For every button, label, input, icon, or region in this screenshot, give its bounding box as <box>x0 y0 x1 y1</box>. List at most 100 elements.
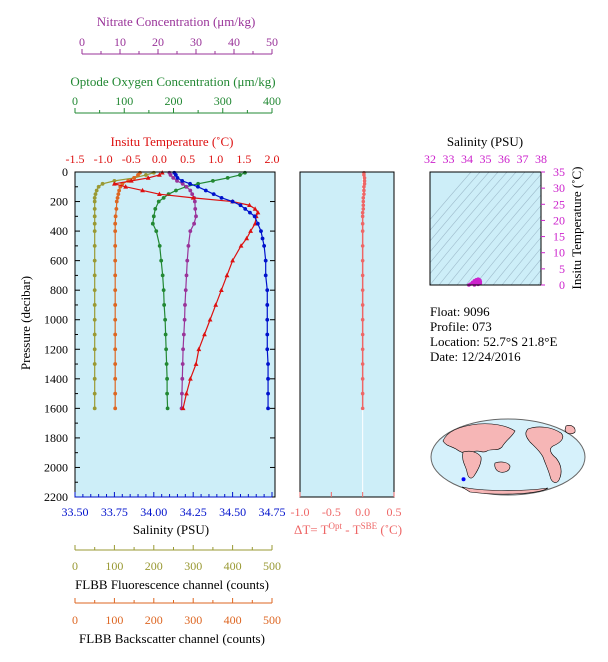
nitrate-point <box>185 258 190 263</box>
pressure-tick-label: 2200 <box>44 490 68 504</box>
ts-diagram-panel: Salinity (PSU) 32 33 34 35 36 37 38 0 5 10 15 20 25… <box>424 134 584 292</box>
salinity-point <box>238 203 243 208</box>
dt-point <box>362 182 367 186</box>
temperature-point <box>255 210 261 215</box>
fluorescence-point <box>92 214 97 219</box>
dt-point <box>362 173 366 177</box>
profile-number: Profile: 073 <box>430 319 492 334</box>
oxygen-tick-label: 0 <box>72 94 78 108</box>
backscatter-point <box>114 199 119 204</box>
temperature-point <box>123 184 129 189</box>
nitrate-point <box>181 332 186 337</box>
dt-point <box>362 184 366 189</box>
backscatter-axis: 0 100 200 300 400 500 FLBB Backscatter channe… <box>72 598 281 646</box>
salinity-point <box>259 229 263 233</box>
oxygen-point <box>225 176 230 180</box>
oxygen-point <box>238 173 242 177</box>
oxygen-line <box>152 172 246 409</box>
backscatter-point <box>114 207 119 211</box>
ts-density-contour <box>528 269 541 285</box>
nitrate-tick-label: 10 <box>114 35 126 49</box>
backscatter-axis-title: FLBB Backscatter channel (counts) <box>79 631 265 646</box>
backscatter-tick-label: 0 <box>72 613 78 627</box>
dt-point <box>360 229 365 233</box>
delta-t-panel-background <box>300 172 394 497</box>
temperature-tick-label: 0.5 <box>180 152 195 166</box>
nitrate-axis-title: Nitrate Concentration (μm/kg) <box>97 14 256 29</box>
temperature-point <box>112 181 117 186</box>
dt-point <box>360 244 365 248</box>
oxygen-point <box>196 181 201 186</box>
salinity-point <box>266 362 270 366</box>
fluorescence-point <box>92 221 97 226</box>
nitrate-point <box>171 176 176 180</box>
oxygen-tick-label: 400 <box>263 94 281 108</box>
fluorescence-axis: 0 100 200 300 400 500 FLBB Fluorescence chann… <box>72 545 281 592</box>
fluorescence-point <box>92 273 97 278</box>
ts-y-tick-label: 10 <box>553 246 565 260</box>
backscatter-point <box>113 229 118 233</box>
pressure-tick-label: 1600 <box>44 401 68 415</box>
temperature-point <box>247 202 252 208</box>
salinity-point <box>255 221 260 226</box>
map-land-antarctica <box>461 486 549 495</box>
fluorescence-point <box>94 188 99 193</box>
ts-y-tick-label: 35 <box>553 165 565 179</box>
nitrate-point <box>175 178 179 183</box>
dt-point <box>360 317 365 322</box>
dt-point <box>362 179 367 183</box>
backscatter-tick-label: 500 <box>263 613 281 627</box>
nitrate-point <box>182 317 187 322</box>
delta-t-axis-title: ΔT= TOpt - TSBE (˚C) <box>294 521 402 537</box>
nitrate-tick-label: 40 <box>228 35 240 49</box>
nitrate-point <box>180 362 185 366</box>
pressure-tick-label: 1200 <box>44 342 68 356</box>
nitrate-point <box>180 391 184 396</box>
salinity-tick-label: 34.00 <box>140 505 167 519</box>
backscatter-point <box>113 258 118 263</box>
salinity-point <box>180 178 185 183</box>
dt-point <box>360 303 365 307</box>
fluorescence-point <box>92 288 97 293</box>
temperature-point <box>218 287 224 292</box>
oxygen-point <box>150 221 155 226</box>
map-land-greenland <box>564 425 576 435</box>
backscatter-tick-label: 100 <box>105 613 123 627</box>
backscatter-tick-label: 200 <box>145 613 163 627</box>
ts-x-tick-label: 34 <box>461 152 473 166</box>
fluorescence-point <box>92 243 97 248</box>
fluorescence-axis-title: FLBB Fluorescence channel (counts) <box>75 577 269 592</box>
backscatter-point <box>117 188 122 193</box>
ts-density-contour <box>430 172 481 231</box>
temperature-tick-label: -1.5 <box>66 152 85 166</box>
temperature-point <box>213 302 219 307</box>
map-land-africa <box>462 450 482 479</box>
delta-t-label-sup2: SBE <box>361 521 378 531</box>
fluorescence-point <box>92 391 97 396</box>
nitrate-point <box>186 243 191 248</box>
temperature-point <box>238 243 244 248</box>
salinity-tick-label: 34.75 <box>259 505 286 519</box>
pressure-tick-label: 800 <box>50 283 68 297</box>
temperature-point <box>202 331 207 337</box>
temperature-point <box>140 187 145 193</box>
salinity-point <box>266 406 270 411</box>
nitrate-point <box>168 173 173 177</box>
dt-point <box>360 258 365 263</box>
pressure-tick-label: 0 <box>62 165 68 179</box>
backscatter-point <box>113 317 118 322</box>
ts-density-contour <box>430 172 499 253</box>
delta-t-label-part1: ΔT= T <box>294 522 329 537</box>
temperature-point <box>252 206 258 211</box>
oxygen-point <box>165 376 169 381</box>
backscatter-point <box>113 347 118 352</box>
map-land-americas <box>525 426 564 483</box>
temperature-tick-label: -0.5 <box>122 152 141 166</box>
fluorescence-point <box>112 178 117 183</box>
temperature-point <box>230 258 235 263</box>
pressure-tick-label: 1800 <box>44 431 68 445</box>
oxygen-tick-label: 200 <box>165 94 183 108</box>
salinity-point <box>260 236 265 241</box>
salinity-point <box>219 195 224 200</box>
dt-point <box>362 188 366 193</box>
